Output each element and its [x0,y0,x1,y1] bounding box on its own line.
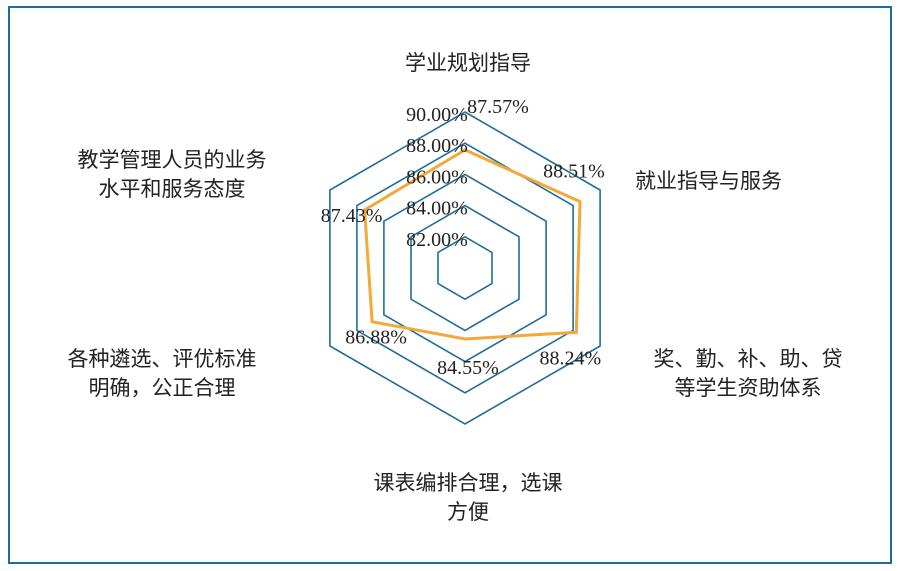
category-label-4: 各种遴选、评优标准明确，公正合理 [68,347,257,400]
tick-label-4: 90.00% [406,104,468,126]
grid-ring-1 [410,204,520,332]
data-label-0: 87.57% [467,96,529,118]
grid-ring-0 [437,235,493,301]
chart-frame [8,6,892,564]
data-labels: 87.57% 88.51% 88.24% 84.55% 86.88% 87.43% [321,96,605,379]
category-label-line: 水平和服务态度 [99,177,246,201]
category-label-line: 教学管理人员的业务 [78,148,267,172]
data-label-1: 88.51% [543,161,605,183]
category-label-line: 方便 [447,500,489,524]
grid-layer [329,111,601,425]
grid-ring-4 [329,111,601,425]
category-label-0: 学业规划指导 [405,51,531,75]
series-line [363,148,582,341]
tick-label-1: 84.00% [406,198,468,220]
tick-labels: 82.00% 84.00% 86.00% 88.00% 90.00% [406,104,468,251]
category-label-line: 明确，公正合理 [89,376,236,400]
series-layer [363,148,582,341]
grid-ring-3 [356,142,574,394]
category-label-line: 就业指导与服务 [635,169,782,193]
category-labels: 学业规划指导就业指导与服务奖、勤、补、助、贷等学生资助体系课表编排合理，选课方便… [68,51,843,524]
grid-ring-2 [383,173,547,363]
data-label-2: 88.24% [539,347,601,369]
data-label-3: 84.55% [437,357,499,379]
tick-label-3: 88.00% [406,135,468,157]
category-label-line: 各种遴选、评优标准 [68,347,257,371]
category-label-line: 奖、勤、补、助、贷 [654,347,843,371]
data-label-5: 87.43% [321,205,383,227]
category-label-2: 奖、勤、补、助、贷等学生资助体系 [654,347,843,400]
category-label-line: 等学生资助体系 [675,376,822,400]
category-label-line: 学业规划指导 [405,51,531,75]
category-label-5: 教学管理人员的业务水平和服务态度 [78,148,267,201]
category-label-3: 课表编排合理，选课方便 [374,471,563,524]
data-label-4: 86.88% [345,327,407,349]
category-label-1: 就业指导与服务 [635,169,782,193]
tick-label-0: 82.00% [406,229,468,251]
category-label-line: 课表编排合理，选课 [374,471,563,495]
tick-label-2: 86.00% [406,166,468,188]
